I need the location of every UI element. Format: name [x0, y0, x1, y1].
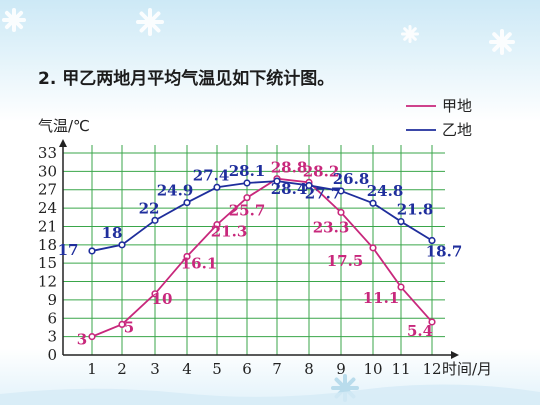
snowflake-icon	[401, 25, 419, 43]
data-point	[118, 241, 126, 249]
snowflake-icon	[136, 8, 164, 36]
y-tick-label: 9	[47, 291, 57, 309]
data-label: 24.8	[367, 182, 404, 200]
series-lines	[88, 175, 436, 341]
data-point	[118, 320, 126, 328]
y-tick-label: 24	[38, 199, 57, 217]
data-label: 25.7	[229, 202, 266, 220]
data-point	[213, 183, 221, 191]
x-tick-label: 2	[117, 360, 127, 378]
data-point	[183, 252, 191, 261]
y-tick-label: 12	[38, 273, 57, 291]
data-label: 11.1	[363, 289, 400, 307]
x-tick-label: 4	[182, 360, 192, 378]
data-point	[88, 247, 96, 255]
y-tick-label: 0	[47, 346, 57, 364]
x-axis-title: 时间/月	[442, 360, 492, 378]
x-tick-label: 12	[422, 360, 441, 378]
data-label: 18.7	[426, 243, 463, 261]
y-tick-label: 21	[38, 217, 57, 235]
data-label: 21.3	[211, 223, 248, 241]
x-tick-label: 1	[87, 360, 97, 378]
data-labels: 3 5 10 16.1 21.3 25.7 28.828.2 23.3 17.5 11.1 5.4 1…	[58, 159, 463, 349]
y-tick-label: 18	[38, 236, 57, 254]
data-point	[213, 221, 221, 229]
x-tick-label: 6	[242, 360, 252, 378]
y-axis-arrow	[59, 139, 67, 147]
data-label: 18	[102, 224, 123, 242]
data-point	[305, 181, 313, 190]
data-label: 16.1	[181, 254, 218, 272]
x-tick-label: 8	[304, 360, 314, 378]
data-point	[243, 179, 251, 187]
data-label: 28.8	[271, 159, 308, 177]
data-point	[369, 244, 377, 252]
data-point	[428, 236, 436, 245]
data-label: 28.1	[229, 162, 266, 180]
question-text: 2. 甲乙两地月平均气温见如下统计图。	[38, 69, 335, 89]
data-point	[337, 208, 345, 216]
data-label: 27.4	[193, 166, 230, 184]
data-label: 21.8	[397, 201, 434, 219]
x-tick-label: 5	[212, 360, 222, 378]
data-point	[397, 217, 405, 226]
data-label: 22	[139, 199, 160, 217]
x-axis-arrow	[451, 351, 459, 359]
data-point	[428, 318, 436, 326]
data-point	[337, 187, 345, 195]
x-tick-label: 10	[363, 360, 382, 378]
data-label: 24.9	[157, 182, 194, 200]
data-point	[88, 333, 96, 341]
data-label: 27.7	[305, 184, 342, 202]
y-axis-title: 气温/℃	[38, 117, 90, 135]
series-line	[91, 180, 433, 252]
data-point	[151, 216, 159, 224]
data-label: 17.5	[327, 252, 364, 270]
x-tick-label: 7	[272, 360, 282, 378]
data-label: 28.2	[303, 162, 340, 180]
data-label: 26.8	[333, 170, 370, 188]
data-label: 10	[152, 290, 173, 308]
data-point	[243, 194, 251, 202]
y-tick-label: 15	[38, 254, 57, 272]
y-tick-label: 33	[38, 144, 57, 162]
snowflake-icon	[2, 8, 26, 32]
x-tick-label: 9	[336, 360, 346, 378]
legend-label: 乙地	[442, 121, 472, 139]
legend-label: 甲地	[442, 97, 472, 115]
data-label: 28.4	[271, 180, 308, 198]
data-point	[273, 177, 281, 185]
series-line	[91, 177, 433, 338]
data-label: 3	[77, 331, 87, 349]
x-tick-label: 11	[391, 360, 410, 378]
y-tick-label: 6	[47, 309, 57, 327]
data-point	[369, 199, 377, 207]
data-label: 17	[58, 241, 79, 259]
x-tick-label: 3	[150, 360, 160, 378]
data-point	[151, 290, 159, 298]
y-tick-label: 27	[38, 181, 57, 199]
data-point	[183, 198, 191, 207]
data-label: 5	[124, 318, 134, 336]
y-tick-label: 30	[38, 162, 57, 180]
data-point	[397, 283, 405, 291]
snowflake-icon	[489, 29, 515, 55]
data-label: 5.4	[407, 322, 433, 340]
y-tick-label: 3	[47, 328, 57, 346]
data-label: 23.3	[313, 218, 350, 236]
